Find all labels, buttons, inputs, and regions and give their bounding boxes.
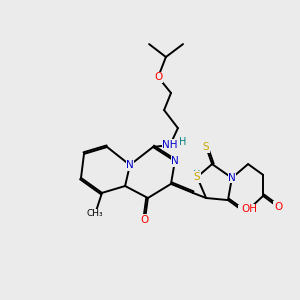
Text: O: O xyxy=(274,202,282,212)
Text: O: O xyxy=(239,206,247,216)
Text: S: S xyxy=(194,172,200,182)
Text: S: S xyxy=(203,142,209,152)
Text: H: H xyxy=(194,170,201,180)
Text: N: N xyxy=(171,156,179,166)
Text: N: N xyxy=(228,173,236,183)
Text: H: H xyxy=(179,137,187,147)
Text: OH: OH xyxy=(241,204,257,214)
Text: O: O xyxy=(141,215,149,225)
Text: N: N xyxy=(126,160,134,170)
Text: NH: NH xyxy=(162,140,178,150)
Text: O: O xyxy=(154,72,162,82)
Text: CH₃: CH₃ xyxy=(87,209,103,218)
